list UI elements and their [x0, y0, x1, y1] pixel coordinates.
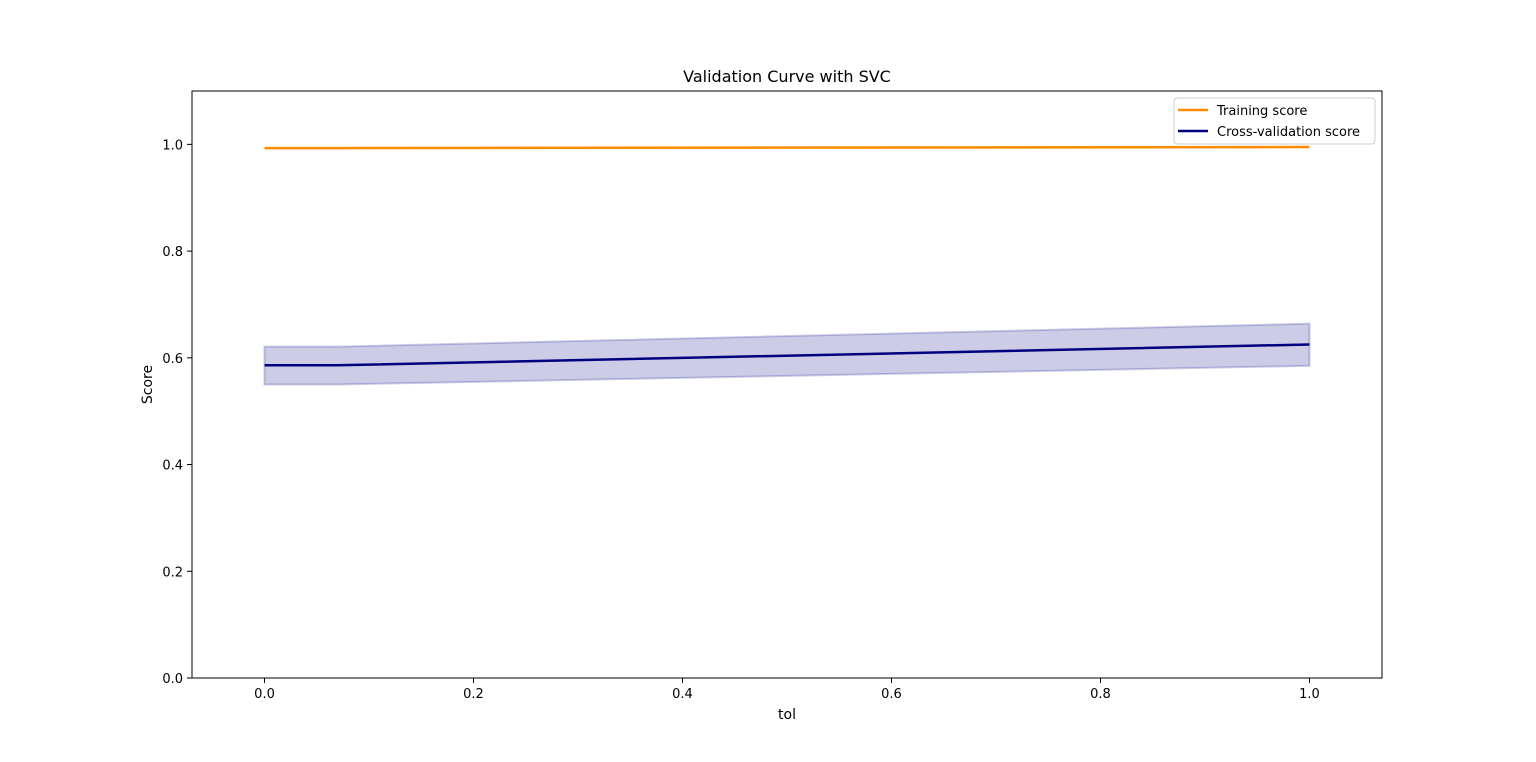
- y-axis-label: Score: [140, 365, 156, 404]
- y-tick-label: 0.0: [162, 672, 183, 687]
- x-tick-label: 0.4: [672, 687, 693, 702]
- x-tick-label: 0.0: [254, 687, 275, 702]
- series-lines: [264, 145, 1310, 367]
- chart-title: Validation Curve with SVC: [683, 67, 891, 86]
- legend-box: [1173, 97, 1376, 145]
- legend-label-0: Training score: [1216, 104, 1307, 119]
- legend-label-1: Cross-validation score: [1217, 125, 1360, 140]
- plot-frame: [191, 90, 1383, 679]
- series-line-1: [264, 343, 1310, 367]
- x-tick-label: 0.6: [881, 687, 902, 702]
- x-axis-label: tol: [778, 707, 796, 723]
- x-tick-label: 0.8: [1090, 687, 1111, 702]
- y-tick-label: 0.6: [162, 352, 183, 367]
- y-tick-label: 0.4: [162, 459, 183, 474]
- x-tick-label: 1.0: [1299, 687, 1320, 702]
- y-tick-label: 0.8: [162, 245, 183, 260]
- confidence-bands: [263, 322, 1311, 386]
- confidence-band-1: [263, 322, 1311, 386]
- x-axis-ticks: 0.0 0.2 0.4 0.6 0.8 1.0: [254, 678, 1320, 702]
- series-line-0: [264, 145, 1310, 150]
- y-axis-ticks: 0.0 0.2 0.4 0.6 0.8 1.0: [162, 138, 192, 687]
- x-tick-label: 0.2: [463, 687, 484, 702]
- y-tick-label: 1.0: [162, 138, 183, 153]
- legend: Training score Cross-validation score: [1173, 97, 1376, 145]
- y-tick-label: 0.2: [162, 565, 183, 580]
